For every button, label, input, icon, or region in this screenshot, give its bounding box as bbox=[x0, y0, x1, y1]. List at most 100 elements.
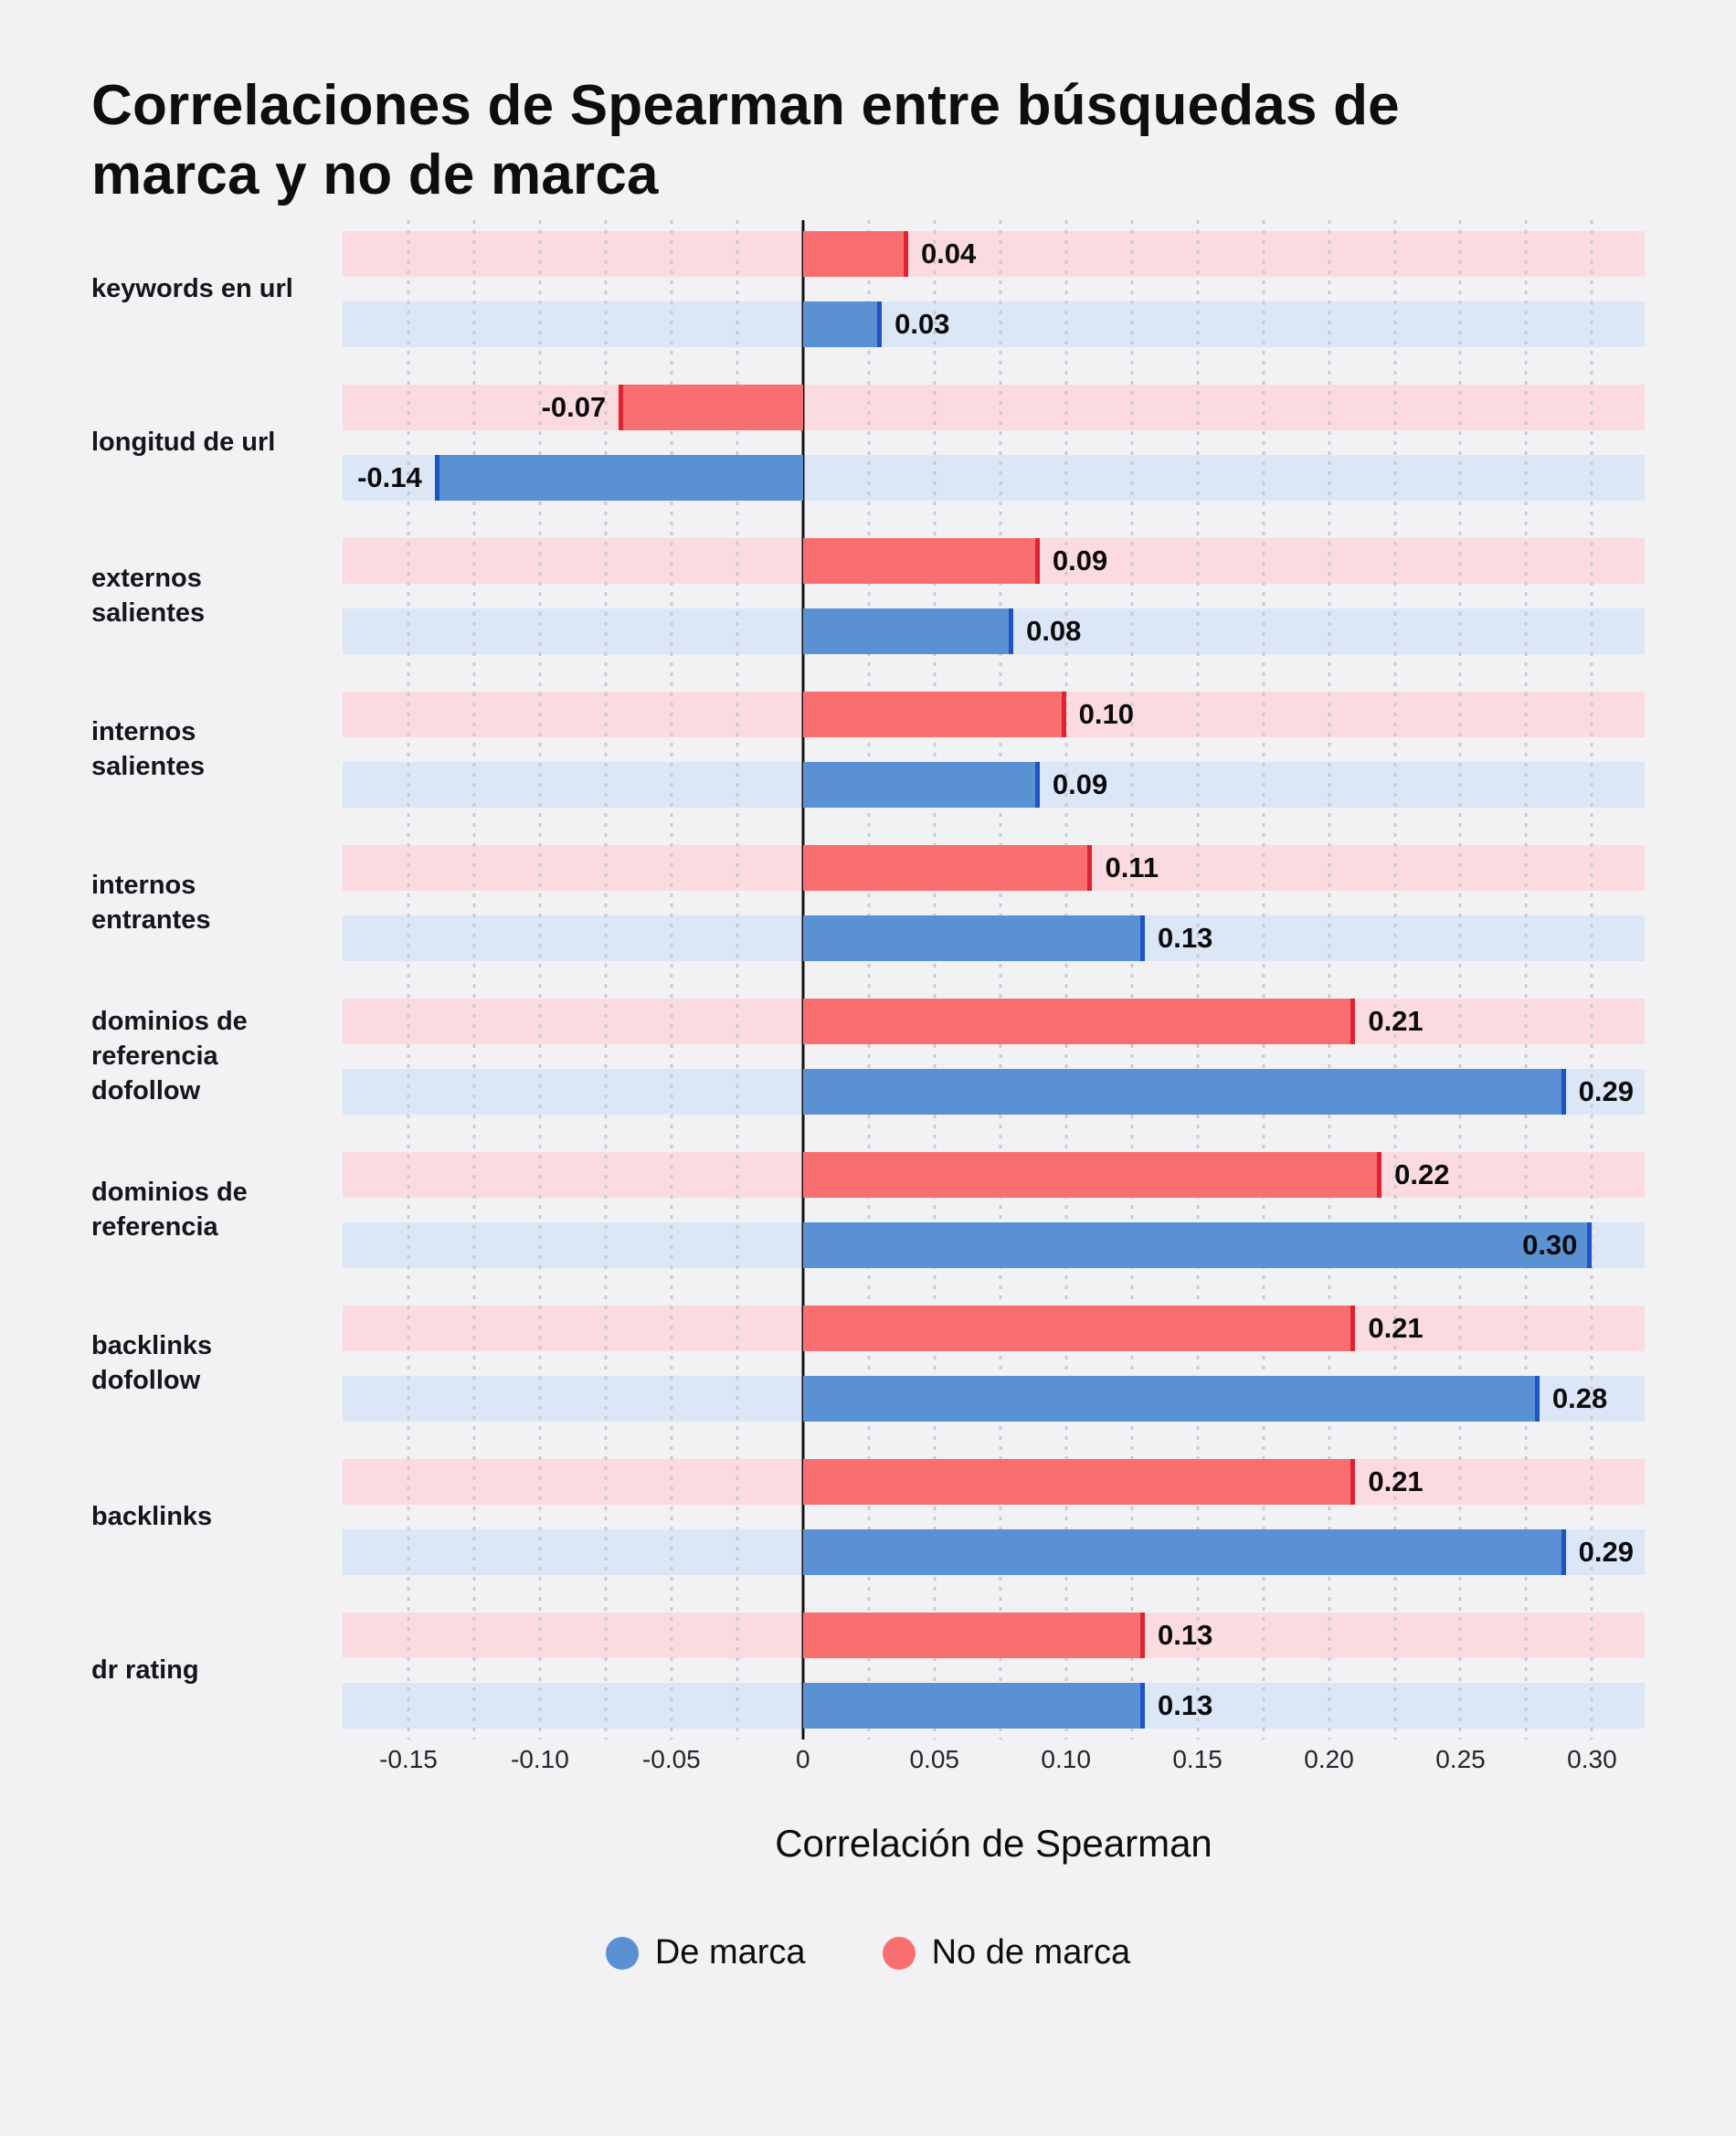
category-group: dominios de referencia 0.22 0.30 bbox=[91, 1152, 1645, 1269]
track-de-marca: 0.13 bbox=[343, 1683, 1645, 1729]
category-group: backlinks 0.21 0.29 bbox=[91, 1459, 1645, 1576]
value-label-no-de-marca: 0.21 bbox=[1368, 1465, 1424, 1498]
value-label-no-de-marca: 0.04 bbox=[920, 238, 977, 270]
x-tick-label: -0.15 bbox=[379, 1745, 438, 1774]
bar-no-de-marca bbox=[802, 538, 1040, 585]
category-group: longitud de url -0.07 -0.14 bbox=[91, 385, 1645, 502]
category-group: keywords en url 0.04 0.03 bbox=[91, 231, 1645, 348]
track-no-de-marca: 0.10 bbox=[343, 692, 1645, 738]
bar-no-de-marca bbox=[802, 1152, 1382, 1199]
bar-de-marca bbox=[802, 1376, 1540, 1422]
category-label: backlinks dofollow bbox=[91, 1331, 213, 1395]
chart-rows: keywords en url 0.04 0.03 longitud de url -0… bbox=[91, 220, 1645, 1740]
value-label-no-de-marca: 0.22 bbox=[1394, 1158, 1450, 1191]
legend: De marca No de marca bbox=[0, 1933, 1736, 1972]
chart-page: Correlaciones de Spearman entre búsqueda… bbox=[0, 71, 1736, 1972]
x-tick-label: 0 bbox=[795, 1745, 810, 1774]
no-de-marca-dot-icon bbox=[882, 1936, 916, 1970]
x-tick-label: 0.15 bbox=[1172, 1745, 1223, 1774]
track-no-de-marca: 0.13 bbox=[343, 1613, 1645, 1659]
category-label: dominios de referencia dofollow bbox=[91, 1007, 248, 1105]
bar-no-de-marca bbox=[802, 692, 1066, 738]
spearman-bar-chart: keywords en url 0.04 0.03 longitud de url -0… bbox=[0, 220, 1736, 1972]
bar-de-marca bbox=[802, 1222, 1593, 1269]
category-label: externos salientes bbox=[91, 564, 206, 628]
category-tracks: 0.10 0.09 bbox=[343, 692, 1645, 809]
category-tracks: 0.22 0.30 bbox=[343, 1152, 1645, 1269]
bar-de-marca bbox=[802, 915, 1146, 962]
track-no-de-marca: -0.07 bbox=[343, 385, 1645, 431]
x-tick-label: 0.30 bbox=[1567, 1745, 1617, 1774]
bar-de-marca bbox=[802, 1683, 1146, 1729]
chart-title: Correlaciones de Spearman entre búsqueda… bbox=[91, 74, 1400, 206]
track-de-marca: 0.28 bbox=[343, 1376, 1645, 1422]
category-tracks: 0.11 0.13 bbox=[343, 845, 1645, 962]
bar-de-marca bbox=[802, 1069, 1566, 1116]
track-no-de-marca: 0.09 bbox=[343, 538, 1645, 585]
category-group: internos salientes 0.10 0.09 bbox=[91, 692, 1645, 809]
category-label: internos salientes bbox=[91, 717, 206, 781]
value-label-no-de-marca: 0.11 bbox=[1105, 851, 1159, 884]
category-label: longitud de url bbox=[91, 427, 276, 457]
value-label-no-de-marca: 0.09 bbox=[1052, 545, 1108, 577]
value-label-no-de-marca: -0.07 bbox=[541, 391, 607, 424]
category-label: dominios de referencia bbox=[91, 1178, 248, 1242]
category-tracks: -0.07 -0.14 bbox=[343, 385, 1645, 502]
category-label: keywords en url bbox=[91, 273, 293, 303]
category-group: dr rating 0.13 0.13 bbox=[91, 1613, 1645, 1729]
de-marca-dot-icon bbox=[605, 1936, 639, 1970]
bar-no-de-marca bbox=[802, 231, 908, 278]
category-tracks: 0.21 0.29 bbox=[343, 1459, 1645, 1576]
category-group: externos salientes 0.09 0.08 bbox=[91, 538, 1645, 655]
track-de-marca: 0.29 bbox=[343, 1529, 1645, 1576]
track-no-de-marca: 0.11 bbox=[343, 845, 1645, 892]
category-tracks: 0.21 0.29 bbox=[343, 999, 1645, 1116]
x-axis-title: Correlación de Spearman bbox=[775, 1822, 1212, 1866]
track-no-de-marca: 0.04 bbox=[343, 231, 1645, 278]
category-tracks: 0.13 0.13 bbox=[343, 1613, 1645, 1729]
value-label-no-de-marca: 0.13 bbox=[1158, 1619, 1213, 1652]
bar-de-marca bbox=[802, 608, 1014, 655]
track-de-marca: 0.08 bbox=[343, 608, 1645, 655]
value-label-de-marca: -0.14 bbox=[357, 461, 422, 494]
bar-de-marca bbox=[802, 301, 883, 348]
value-label-no-de-marca: 0.10 bbox=[1078, 698, 1134, 731]
x-axis: -0.15 -0.10 -0.05 0 0.05 0.10 0.15 0.20 0.25 0.30 bbox=[343, 1745, 1645, 1780]
value-label-no-de-marca: 0.21 bbox=[1368, 1005, 1424, 1038]
category-group: internos entrantes 0.11 0.13 bbox=[91, 845, 1645, 962]
track-no-de-marca: 0.21 bbox=[343, 999, 1645, 1045]
category-label: internos entrantes bbox=[91, 871, 211, 935]
value-label-de-marca: 0.29 bbox=[1578, 1075, 1634, 1108]
bar-no-de-marca bbox=[802, 1306, 1356, 1352]
x-tick-label: 0.10 bbox=[1041, 1745, 1091, 1774]
track-no-de-marca: 0.22 bbox=[343, 1152, 1645, 1199]
bar-no-de-marca bbox=[802, 1613, 1146, 1659]
bar-de-marca bbox=[434, 455, 803, 502]
legend-item-de-marca: De marca bbox=[605, 1933, 806, 1972]
x-tick-label: 0.20 bbox=[1304, 1745, 1354, 1774]
track-de-marca: 0.09 bbox=[343, 762, 1645, 809]
value-label-de-marca: 0.30 bbox=[1522, 1229, 1578, 1262]
value-label-de-marca: 0.13 bbox=[1158, 922, 1213, 955]
track-de-marca: 0.30 bbox=[343, 1222, 1645, 1269]
bar-de-marca bbox=[802, 1529, 1566, 1576]
x-tick-label: 0.05 bbox=[909, 1745, 959, 1774]
category-tracks: 0.09 0.08 bbox=[343, 538, 1645, 655]
value-label-de-marca: 0.28 bbox=[1551, 1382, 1608, 1415]
track-de-marca: 0.03 bbox=[343, 301, 1645, 348]
track-de-marca: -0.14 bbox=[343, 455, 1645, 502]
x-tick-label: 0.25 bbox=[1435, 1745, 1486, 1774]
value-label-de-marca: 0.09 bbox=[1052, 768, 1108, 801]
x-tick-label: -0.05 bbox=[641, 1745, 701, 1774]
value-label-no-de-marca: 0.21 bbox=[1368, 1312, 1424, 1345]
track-no-de-marca: 0.21 bbox=[343, 1306, 1645, 1352]
category-group: dominios de referencia dofollow 0.21 0.29 bbox=[91, 999, 1645, 1116]
value-label-de-marca: 0.03 bbox=[894, 308, 950, 341]
category-label: dr rating bbox=[91, 1655, 199, 1685]
track-de-marca: 0.13 bbox=[343, 915, 1645, 962]
value-label-de-marca: 0.08 bbox=[1026, 615, 1082, 648]
category-tracks: 0.04 0.03 bbox=[343, 231, 1645, 348]
bar-de-marca bbox=[802, 762, 1040, 809]
track-de-marca: 0.29 bbox=[343, 1069, 1645, 1116]
value-label-de-marca: 0.13 bbox=[1158, 1689, 1213, 1722]
